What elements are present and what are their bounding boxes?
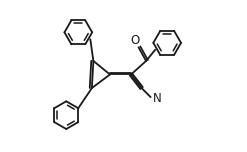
Text: O: O bbox=[130, 34, 139, 47]
Text: N: N bbox=[152, 92, 161, 105]
